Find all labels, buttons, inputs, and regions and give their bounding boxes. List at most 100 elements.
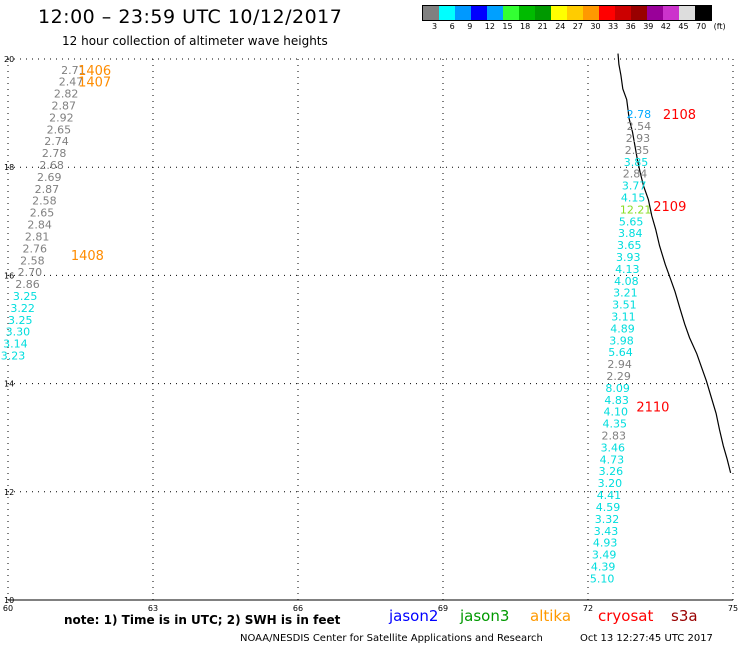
scale-swatch xyxy=(567,6,583,20)
map-title: 12:00 – 23:59 UTC 10/12/2017 xyxy=(38,6,343,28)
x-tick-label: 60 xyxy=(3,604,13,613)
wave-height-value: 3.14 xyxy=(3,338,28,351)
y-tick-label: 12 xyxy=(4,488,14,497)
wave-height-value: 3.32 xyxy=(595,513,620,526)
wave-height-value: 3.23 xyxy=(1,349,26,362)
wave-height-value: 5.64 xyxy=(608,346,633,359)
track-id-label: 2110 xyxy=(636,400,669,415)
scale-swatch xyxy=(615,6,631,20)
scale-label: 33 xyxy=(608,22,619,31)
wave-height-value: 2.93 xyxy=(626,132,651,145)
scale-swatch xyxy=(487,6,503,20)
wave-height-value: 5.10 xyxy=(590,572,615,585)
wave-height-value: 4.08 xyxy=(614,275,639,288)
wave-height-value: 2.68 xyxy=(39,159,64,172)
wave-height-value: 3.21 xyxy=(613,287,638,300)
wave-height-value: 4.41 xyxy=(597,489,622,502)
wave-height-value: 2.58 xyxy=(32,195,57,208)
scale-label: 18 xyxy=(520,22,531,31)
wave-height-value: 2.74 xyxy=(44,135,69,148)
scale-swatch xyxy=(455,6,471,20)
wave-height-value: 2.69 xyxy=(37,171,62,184)
track-id-label: 2109 xyxy=(653,200,686,215)
y-tick-label: 20 xyxy=(4,55,14,64)
wave-height-value: 4.35 xyxy=(603,418,628,431)
wave-height-value: 3.93 xyxy=(616,251,641,264)
scale-label: 36 xyxy=(625,22,636,31)
wave-height-value: 2.47 xyxy=(59,76,84,89)
wave-height-value: 3.22 xyxy=(10,302,35,315)
wave-height-value: 4.89 xyxy=(610,322,635,335)
footer-source: NOAA/NESDIS Center for Satellite Applica… xyxy=(240,633,543,644)
scale-swatch xyxy=(535,6,551,20)
wave-height-value: 2.84 xyxy=(623,168,648,181)
scale-label: 24 xyxy=(555,22,566,31)
wave-height-value: 3.43 xyxy=(594,525,619,538)
wave-height-value: 2.87 xyxy=(52,100,77,113)
wave-height-value: 2.29 xyxy=(606,370,631,383)
scale-label: 9 xyxy=(467,22,473,31)
wave-height-color-scale xyxy=(422,5,712,21)
y-tick-label: 16 xyxy=(4,271,14,280)
y-tick-label: 10 xyxy=(4,596,14,605)
wave-height-value: 4.39 xyxy=(591,560,616,573)
wave-height-value: 2.35 xyxy=(625,144,650,157)
x-tick-label: 72 xyxy=(583,604,593,613)
scale-label: 45 xyxy=(678,22,689,31)
scale-swatch xyxy=(583,6,599,20)
scale-label: 30 xyxy=(590,22,601,31)
wave-height-value: 2.92 xyxy=(49,111,73,124)
coastline xyxy=(617,53,732,474)
wave-height-value: 4.93 xyxy=(593,537,618,550)
scale-label: 3 xyxy=(432,22,438,31)
wave-height-value: 3.49 xyxy=(592,549,617,562)
wave-height-value: 5.65 xyxy=(619,215,644,228)
scale-label: 70 xyxy=(696,22,707,31)
x-tick-label: 66 xyxy=(293,604,303,613)
wave-height-value: 2.78 xyxy=(627,108,652,121)
wave-height-value: 2.78 xyxy=(42,147,66,160)
wave-height-value: 2.71 xyxy=(61,64,86,77)
wave-height-value: 3.46 xyxy=(601,441,626,454)
wave-height-value: 4.59 xyxy=(596,501,621,514)
satellite-legend-cryosat: cryosat xyxy=(598,607,654,625)
wave-height-value: 2.76 xyxy=(23,242,48,255)
footer-timestamp: Oct 13 12:27:45 UTC 2017 xyxy=(580,633,713,644)
wave-height-value: 2.86 xyxy=(15,278,40,291)
wave-height-value: 3.26 xyxy=(599,465,624,478)
x-tick-label: 75 xyxy=(728,604,738,613)
color-scale-labels: 3 6 9 12 15 18 21 24 27 30 33 36 39 42 45 70 (ft) xyxy=(422,22,740,34)
wave-height-value: 3.51 xyxy=(612,299,637,312)
scale-label: 27 xyxy=(572,22,583,31)
wave-height-value: 3.84 xyxy=(618,227,643,240)
wave-height-value: 3.77 xyxy=(622,180,647,193)
wave-height-value: 4.10 xyxy=(603,406,628,419)
scale-swatch xyxy=(439,6,455,20)
wave-height-value: 2.54 xyxy=(627,120,652,133)
track-id-label: 1407 xyxy=(78,76,111,91)
wave-height-value: 3.30 xyxy=(6,326,31,339)
track-id-label: 1408 xyxy=(71,249,104,264)
wave-height-value: 3.20 xyxy=(598,477,623,490)
scale-swatch xyxy=(471,6,487,20)
satellite-legend-altika: altika xyxy=(530,607,572,625)
satellite-legend-s3a: s3a xyxy=(671,607,698,625)
wave-height-value: 12.21 xyxy=(620,203,652,216)
x-tick-label: 69 xyxy=(438,604,448,613)
track-id-label: 1406 xyxy=(78,64,111,79)
wave-height-value: 3.11 xyxy=(611,311,636,324)
x-tick-label: 63 xyxy=(148,604,158,613)
map-subtitle: 12 hour collection of altimeter wave hei… xyxy=(62,34,328,48)
wave-height-value: 4.73 xyxy=(600,453,625,466)
wave-height-value: 2.65 xyxy=(30,207,55,220)
wave-height-value: 3.25 xyxy=(13,290,38,303)
scale-swatch xyxy=(599,6,615,20)
wave-height-value: 4.13 xyxy=(615,263,640,276)
wave-height-value: 2.65 xyxy=(47,123,72,136)
scale-swatch xyxy=(551,6,567,20)
wave-height-value: 4.15 xyxy=(621,191,646,204)
scale-swatch xyxy=(695,6,711,20)
scale-label: 21 xyxy=(537,22,548,31)
track-id-label: 2108 xyxy=(663,108,696,123)
